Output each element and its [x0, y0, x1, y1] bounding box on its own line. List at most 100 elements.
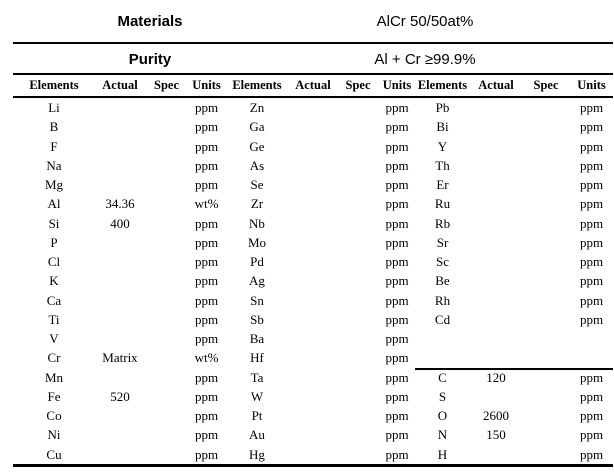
- col-header-spec: Spec: [533, 78, 559, 92]
- spec-cell: [522, 445, 570, 464]
- units-cell: ppm: [579, 273, 604, 289]
- element-cell: Pd: [250, 254, 264, 269]
- table-row: Ge ppm: [225, 137, 415, 156]
- spec-cell: [522, 214, 570, 233]
- spec-cell: [145, 348, 188, 367]
- actual-cell: [289, 252, 337, 271]
- element-cell: Fe: [47, 388, 61, 404]
- element-cell: H: [437, 446, 448, 462]
- actual-cell: [470, 214, 522, 233]
- spec-cell: [145, 175, 188, 194]
- spec-cell: [145, 194, 188, 213]
- element-cell: Ta: [250, 369, 264, 385]
- actual-cell: [289, 310, 337, 329]
- actual-cell: [470, 117, 522, 136]
- element-cell: Y: [437, 138, 448, 154]
- actual-cell: [289, 117, 337, 136]
- table-row: Se ppm: [225, 175, 415, 194]
- spec-cell: [337, 425, 379, 444]
- spec-cell: [337, 117, 379, 136]
- actual-cell: 400: [110, 215, 130, 231]
- actual-cell: [289, 329, 337, 348]
- spec-cell: [145, 156, 188, 175]
- element-cell: Be: [435, 273, 450, 289]
- col-header-units: Units: [382, 78, 412, 92]
- element-cell: Mn: [44, 369, 64, 385]
- element-cell: N: [437, 427, 448, 443]
- table-row: Sr ppm: [415, 233, 613, 252]
- spec-cell: [145, 387, 188, 406]
- col-header-actual: Actual: [102, 78, 138, 92]
- table-row: Na ppm: [13, 156, 225, 175]
- units-cell: ppm: [194, 254, 219, 269]
- table-row: Mn ppm: [13, 368, 225, 387]
- column-header-group: Elements Actual Spec Units: [225, 75, 415, 96]
- col-header-spec: Spec: [345, 78, 371, 92]
- spec-cell: [145, 214, 188, 233]
- spec-cell: [337, 329, 379, 348]
- col-header-actual: Actual: [295, 78, 331, 92]
- actual-cell: [470, 98, 522, 117]
- units-cell: ppm: [579, 138, 604, 154]
- actual-cell: [289, 98, 337, 117]
- table-row: Zn ppm: [225, 98, 415, 117]
- element-cell: Hf: [250, 350, 264, 366]
- actual-cell: [289, 214, 337, 233]
- units-cell: ppm: [385, 215, 409, 231]
- actual-cell: [289, 425, 337, 444]
- element-cell: Mo: [247, 234, 267, 250]
- actual-cell: [95, 137, 145, 156]
- element-cell: Pb: [435, 100, 450, 115]
- units-cell: ppm: [579, 234, 604, 250]
- units-cell: ppm: [194, 331, 219, 346]
- actual-cell: [289, 175, 337, 194]
- actual-cell: [289, 348, 337, 367]
- actual-cell: [95, 271, 145, 290]
- units-cell: ppm: [194, 427, 219, 443]
- element-cell: Se: [250, 177, 264, 192]
- table-row: Co ppm: [13, 406, 225, 425]
- units-cell: ppm: [385, 119, 409, 135]
- spec-cell: [145, 310, 188, 329]
- element-cell: Hg: [249, 446, 265, 462]
- units-cell: ppm: [194, 119, 219, 135]
- units-cell: ppm: [579, 100, 604, 115]
- actual-cell: [95, 329, 145, 348]
- table-row: Pd ppm: [225, 252, 415, 271]
- element-cell: Al: [47, 196, 61, 212]
- actual-cell: [95, 117, 145, 136]
- purity-label: Purity: [128, 50, 172, 68]
- col-header-elements: Elements: [29, 78, 79, 92]
- actual-cell: [289, 445, 337, 464]
- element-cell: Cu: [46, 446, 62, 462]
- actual-cell: [95, 156, 145, 175]
- element-cell: B: [49, 119, 59, 135]
- units-cell: ppm: [385, 196, 409, 212]
- units-cell: ppm: [385, 350, 409, 366]
- table-row: Cd ppm: [415, 310, 613, 329]
- element-cell: W: [250, 388, 264, 404]
- units-cell: ppm: [385, 427, 409, 443]
- table-row: Ag ppm: [225, 271, 415, 290]
- spec-cell: [522, 368, 570, 387]
- materials-label: Materials: [117, 13, 183, 31]
- spec-cell: [522, 329, 570, 348]
- actual-cell: [95, 291, 145, 310]
- units-cell: ppm: [579, 157, 604, 173]
- units-cell: ppm: [194, 292, 219, 308]
- element-cell: Ag: [249, 273, 265, 289]
- spec-cell: [337, 387, 379, 406]
- actual-cell: Matrix: [102, 350, 138, 366]
- column-header-group: Elements Actual Spec Units: [415, 75, 613, 96]
- element-cell: Sb: [250, 311, 264, 327]
- table-row: Nb ppm: [225, 214, 415, 233]
- element-cell: Ba: [249, 331, 265, 346]
- units-cell: ppm: [194, 157, 219, 173]
- units-cell: ppm: [385, 100, 409, 115]
- units-cell: ppm: [579, 446, 604, 462]
- actual-cell: [289, 137, 337, 156]
- units-cell: ppm: [385, 292, 409, 308]
